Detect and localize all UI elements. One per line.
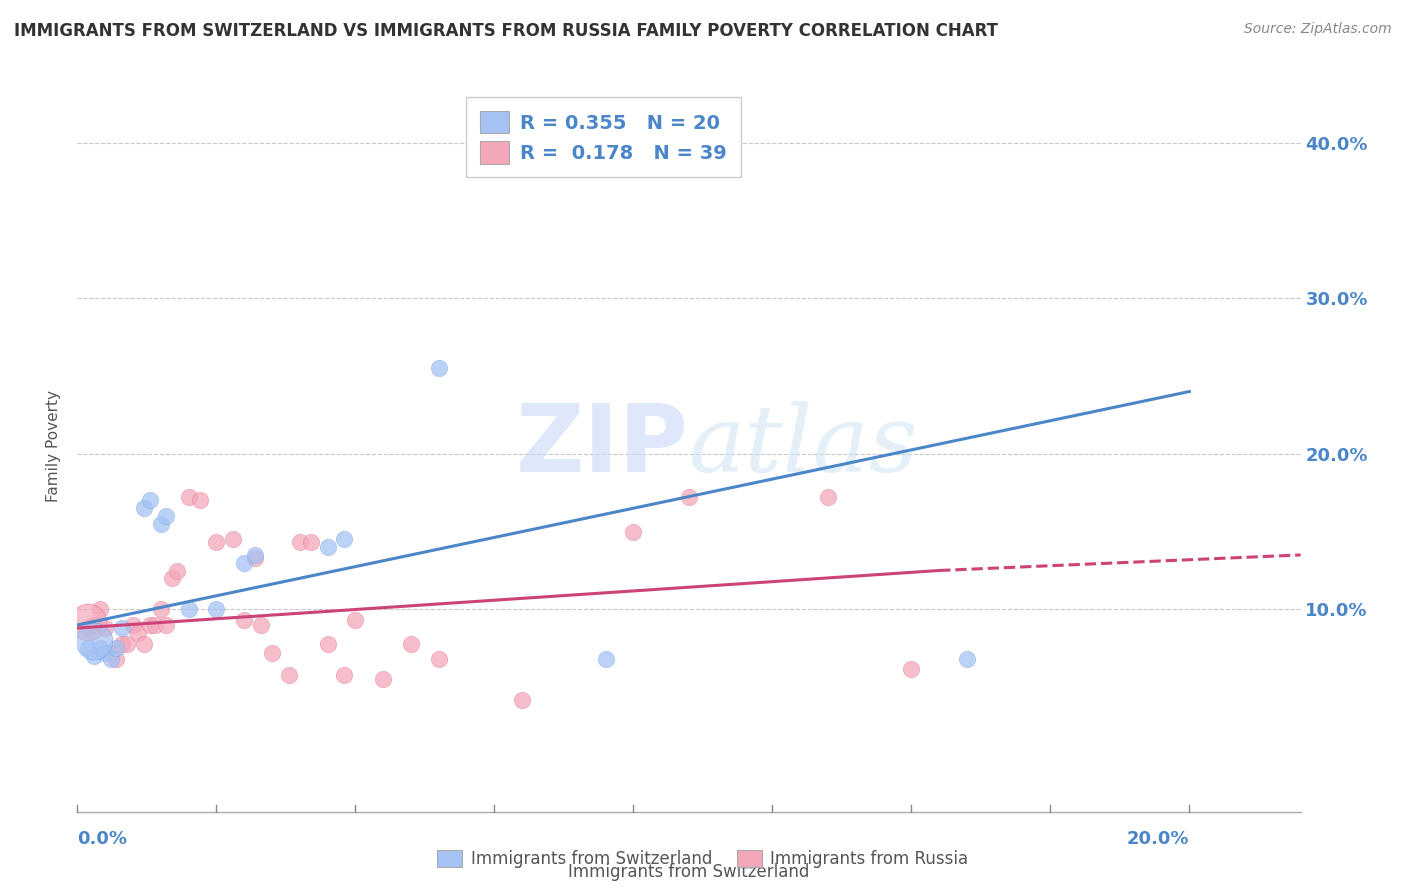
Point [177,602,200,616]
Point [299,535,322,549]
Point [77,641,100,656]
Text: 20.0%: 20.0% [1126,830,1189,848]
Point [138,618,160,632]
Point [956,652,979,666]
Point [100,652,122,666]
Point [333,667,356,681]
Point [166,564,188,578]
Point [245,548,267,562]
Y-axis label: Family Poverty: Family Poverty [46,390,62,502]
Point [111,637,134,651]
Point [205,602,228,616]
Point [77,621,100,635]
Point [143,618,166,632]
Point [260,646,283,660]
Point [678,491,700,505]
Point [510,692,533,706]
Text: Immigrants from Switzerland: Immigrants from Switzerland [568,863,810,881]
Point [155,509,177,524]
Point [149,602,172,616]
Point [117,637,139,651]
Point [155,618,177,632]
Point [399,637,422,651]
Point [245,551,267,566]
Point [122,618,145,632]
Legend: Immigrants from Switzerland, Immigrants from Russia: Immigrants from Switzerland, Immigrants … [430,843,976,875]
Point [111,621,134,635]
Text: IMMIGRANTS FROM SWITZERLAND VS IMMIGRANTS FROM RUSSIA FAMILY POVERTY CORRELATION: IMMIGRANTS FROM SWITZERLAND VS IMMIGRANT… [14,22,998,40]
Point [250,618,273,632]
Point [94,621,117,635]
Point [77,615,100,629]
Point [105,652,128,666]
Point [427,361,450,376]
Point [233,613,256,627]
Point [100,646,122,660]
Legend: R = 0.355   N = 20, R =  0.178   N = 39: R = 0.355 N = 20, R = 0.178 N = 39 [465,97,741,178]
Point [222,533,245,547]
Text: Source: ZipAtlas.com: Source: ZipAtlas.com [1244,22,1392,37]
Point [333,533,356,547]
Point [132,637,155,651]
Text: ZIP: ZIP [516,400,689,492]
Point [205,535,228,549]
Point [94,646,117,660]
Text: atlas: atlas [689,401,918,491]
Point [288,535,311,549]
Point [138,493,160,508]
Point [595,652,617,666]
Point [427,652,450,666]
Point [105,641,128,656]
Point [233,556,256,570]
Point [817,491,839,505]
Point [83,649,105,664]
Point [83,618,105,632]
Point [89,641,111,656]
Point [316,637,339,651]
Point [188,493,211,508]
Point [160,571,183,585]
Point [900,661,922,675]
Point [83,633,105,648]
Point [277,667,299,681]
Point [621,524,644,539]
Point [316,540,339,554]
Point [89,602,111,616]
Point [149,516,172,531]
Point [128,625,150,640]
Point [373,673,395,687]
Point [132,501,155,516]
Point [344,613,367,627]
Text: 0.0%: 0.0% [77,830,128,848]
Point [177,491,200,505]
